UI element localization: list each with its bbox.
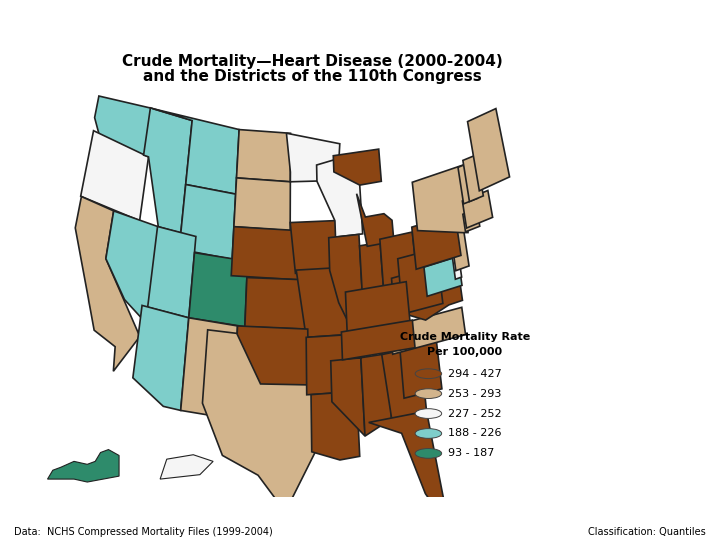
Text: and the Districts of the 110th Congress: and the Districts of the 110th Congress	[143, 70, 482, 84]
Polygon shape	[311, 391, 360, 460]
Polygon shape	[306, 335, 349, 395]
Polygon shape	[148, 226, 196, 318]
Text: 188 - 226: 188 - 226	[449, 428, 502, 438]
Text: 227 - 252: 227 - 252	[449, 409, 502, 419]
Text: 93 - 187: 93 - 187	[449, 448, 495, 458]
Ellipse shape	[415, 369, 441, 379]
Polygon shape	[237, 130, 291, 182]
Text: Crude Mortality Rate: Crude Mortality Rate	[400, 332, 530, 342]
Polygon shape	[48, 450, 119, 482]
Polygon shape	[462, 191, 492, 228]
Polygon shape	[413, 163, 469, 233]
Polygon shape	[458, 162, 477, 204]
Ellipse shape	[415, 429, 441, 438]
Polygon shape	[452, 255, 462, 279]
Polygon shape	[81, 131, 148, 221]
Polygon shape	[424, 256, 462, 296]
Polygon shape	[143, 108, 192, 233]
Polygon shape	[189, 253, 248, 327]
Polygon shape	[477, 211, 484, 222]
Polygon shape	[329, 234, 364, 326]
Polygon shape	[467, 109, 510, 191]
Polygon shape	[346, 282, 410, 335]
Polygon shape	[287, 133, 340, 182]
Polygon shape	[359, 242, 384, 308]
Polygon shape	[202, 330, 317, 512]
Polygon shape	[179, 185, 235, 259]
Polygon shape	[400, 339, 442, 398]
Text: Per 100,000: Per 100,000	[427, 347, 503, 357]
Polygon shape	[317, 153, 363, 237]
Polygon shape	[237, 326, 308, 385]
Text: 253 - 293: 253 - 293	[449, 389, 502, 399]
Polygon shape	[412, 214, 461, 269]
Polygon shape	[392, 260, 462, 320]
Polygon shape	[356, 194, 394, 246]
Polygon shape	[390, 307, 466, 354]
Polygon shape	[382, 347, 428, 428]
Polygon shape	[160, 455, 213, 479]
Polygon shape	[341, 320, 415, 360]
Ellipse shape	[415, 389, 441, 399]
Polygon shape	[245, 278, 306, 329]
Polygon shape	[369, 411, 444, 515]
Ellipse shape	[415, 409, 441, 419]
Polygon shape	[76, 197, 140, 372]
Text: 294 - 427: 294 - 427	[449, 369, 502, 379]
Polygon shape	[450, 226, 469, 271]
Ellipse shape	[415, 449, 441, 458]
Polygon shape	[106, 211, 158, 323]
Polygon shape	[94, 96, 152, 156]
Text: Crude Mortality—Heart Disease (2000-2004): Crude Mortality—Heart Disease (2000-2004…	[122, 54, 503, 69]
Text: Data:  NCHS Compressed Mortality Files (1999-2004): Data: NCHS Compressed Mortality Files (1…	[14, 527, 273, 537]
Polygon shape	[330, 358, 365, 436]
Polygon shape	[463, 155, 483, 201]
Polygon shape	[380, 232, 418, 298]
Polygon shape	[290, 220, 340, 273]
Polygon shape	[333, 149, 382, 185]
Polygon shape	[463, 209, 480, 232]
Polygon shape	[231, 227, 300, 280]
Polygon shape	[234, 178, 290, 231]
Polygon shape	[358, 354, 392, 436]
Polygon shape	[181, 318, 238, 419]
Polygon shape	[153, 109, 239, 194]
Text: Classification: Quantiles: Classification: Quantiles	[588, 527, 706, 537]
Polygon shape	[296, 267, 351, 338]
Polygon shape	[133, 306, 189, 410]
Polygon shape	[397, 248, 443, 314]
